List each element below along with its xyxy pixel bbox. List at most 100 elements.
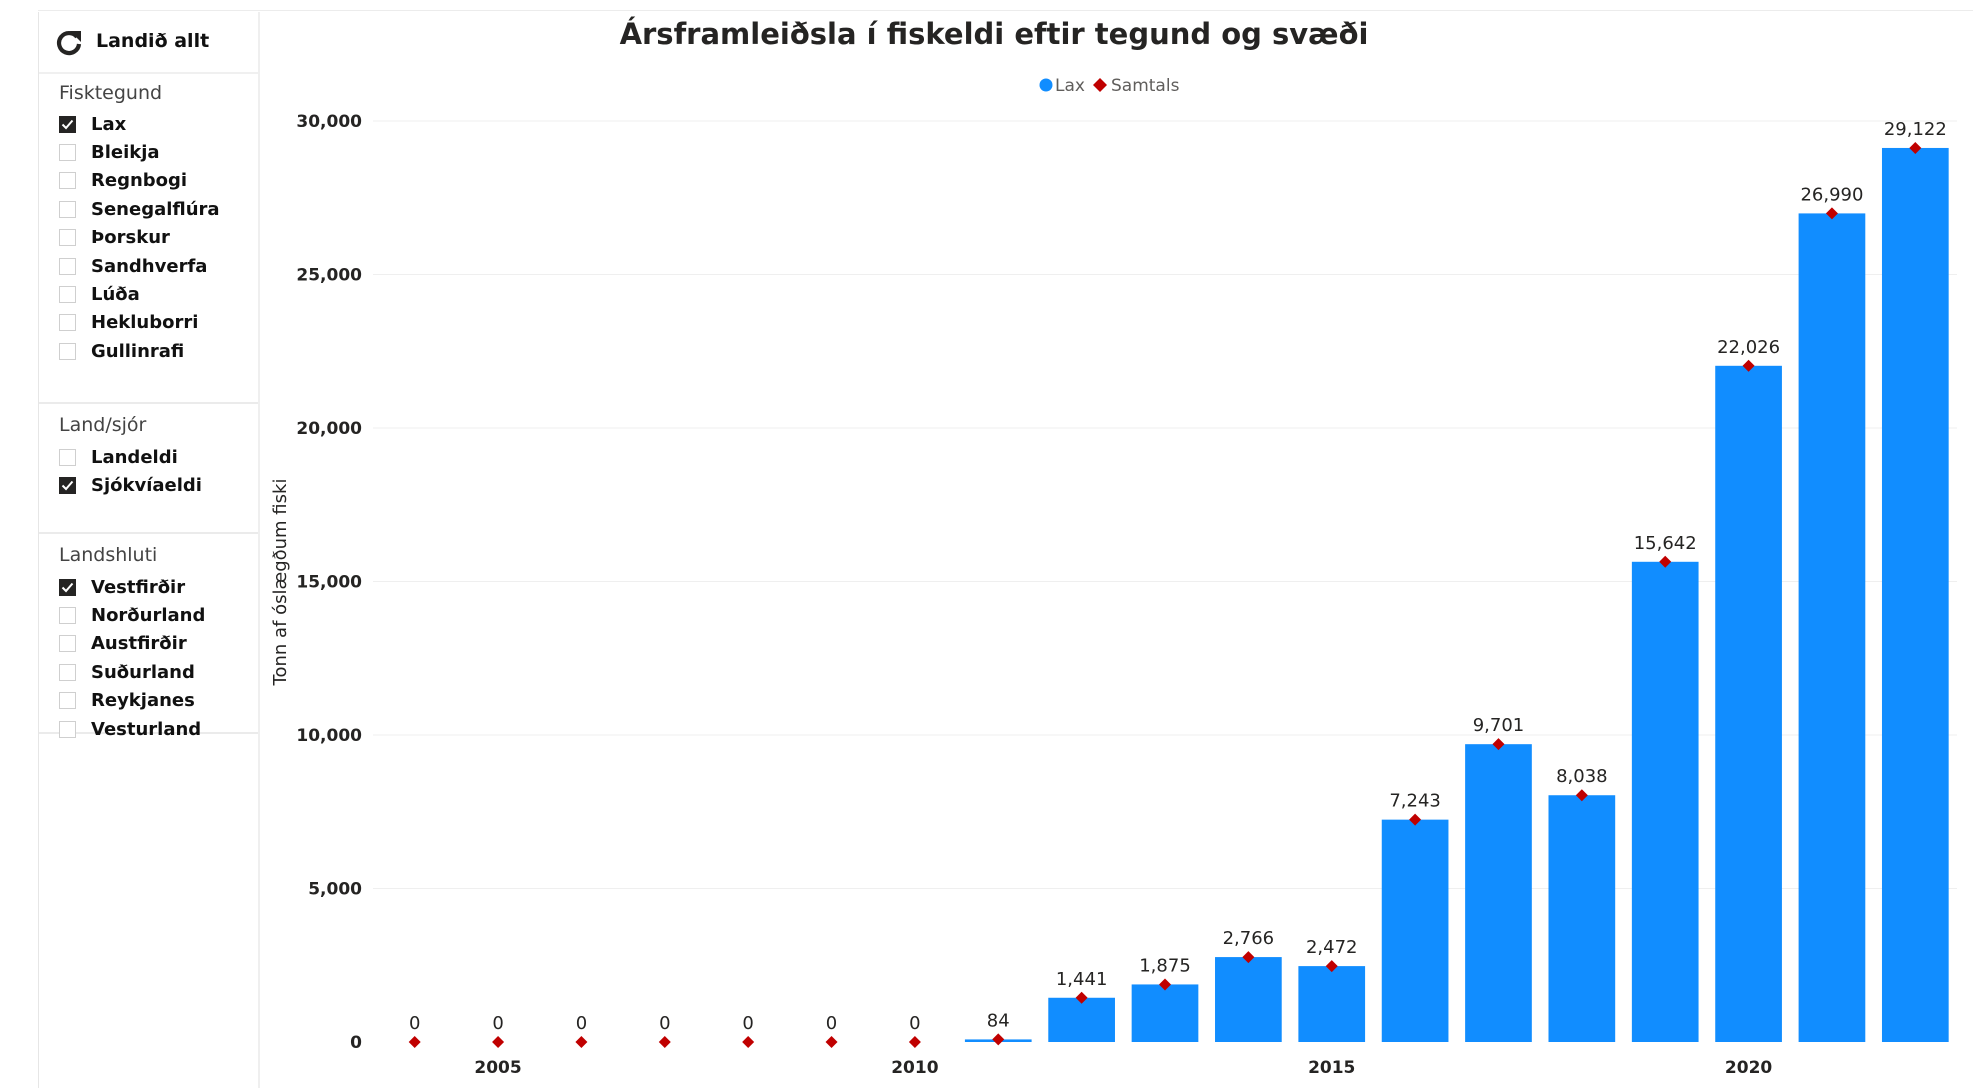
production-chart: Ársframleiðsla í fiskeldi eftir tegund o…: [270, 17, 1957, 1078]
legend-label: Samtals: [1111, 76, 1180, 96]
marker-samtals: [1909, 141, 1922, 154]
slicer-item[interactable]: Hekluborri: [59, 310, 198, 336]
slicer-item[interactable]: Sandhverfa: [59, 253, 207, 279]
slicer-item[interactable]: Vestfirðir: [59, 574, 185, 600]
marker-samtals: [1325, 960, 1338, 973]
x-tick-label: 2015: [1308, 1058, 1355, 1078]
marker-samtals: [1075, 991, 1088, 1004]
data-label: 1,441: [1056, 969, 1108, 990]
marker-samtals: [1159, 978, 1171, 991]
slicer-item[interactable]: Senegalflúra: [59, 196, 220, 222]
checkbox[interactable]: [59, 200, 76, 218]
marker-samtals: [1409, 813, 1422, 826]
slicer-item-label: Senegalflúra: [91, 198, 220, 220]
left-divider: [38, 12, 39, 1088]
slicer-title: Land/sjór: [59, 414, 147, 436]
bar-lax: [1298, 966, 1366, 1042]
data-label: 0: [492, 1013, 503, 1034]
x-tick-label: 2010: [891, 1058, 938, 1078]
checkbox[interactable]: [59, 257, 76, 275]
slicer-item[interactable]: Gullinrafi: [59, 338, 184, 364]
refresh-icon: [56, 30, 82, 56]
slicer-item-label: Suðurland: [91, 661, 195, 683]
marker-samtals: [1242, 951, 1255, 964]
slicer-item[interactable]: Vesturland: [59, 716, 201, 742]
checkbox[interactable]: [59, 720, 76, 738]
checkbox[interactable]: [59, 285, 76, 303]
check-icon: [61, 119, 74, 129]
slicer-item-label: Sandhverfa: [91, 255, 208, 277]
marker-samtals: [1492, 738, 1505, 751]
slicer-item[interactable]: Bleikja: [59, 139, 160, 165]
bar-lax: [1381, 819, 1449, 1042]
checkbox[interactable]: [59, 606, 76, 624]
data-label: 0: [576, 1013, 587, 1034]
marker-samtals: [1825, 207, 1838, 220]
slicer-item-label: Lax: [91, 113, 127, 135]
slicer-item-label: Sjókvíaeldi: [91, 474, 202, 496]
slicer-item[interactable]: Sjókvíaeldi: [59, 472, 202, 498]
data-label: 0: [409, 1013, 420, 1034]
slicer-item[interactable]: Regnbogi: [59, 168, 187, 194]
marker-samtals: [1659, 555, 1672, 568]
checkbox[interactable]: [59, 635, 76, 653]
x-tick-label: 2005: [474, 1058, 521, 1078]
bar-lax: [1881, 147, 1949, 1043]
checkbox[interactable]: [59, 663, 76, 681]
data-label: 9,701: [1473, 715, 1525, 736]
bar-lax: [1548, 795, 1616, 1042]
checkbox[interactable]: [59, 172, 76, 190]
checkbox[interactable]: [59, 143, 76, 161]
slicer-item-label: Reykjanes: [91, 690, 195, 712]
checkbox[interactable]: [59, 342, 76, 360]
slicer-item[interactable]: Lúða: [59, 281, 140, 307]
bar-lax: [1048, 997, 1115, 1042]
marker-samtals: [575, 1036, 588, 1048]
y-tick-label: 5,000: [308, 880, 362, 900]
slicer-item[interactable]: Þorskur: [59, 225, 170, 251]
reset-filters-label: Landið allt: [96, 30, 210, 52]
slicer-item-label: Vesturland: [91, 718, 202, 740]
slicer-item[interactable]: Austfirðir: [59, 631, 187, 657]
slicer-item[interactable]: Landeldi: [59, 444, 178, 470]
data-label: 22,026: [1717, 337, 1780, 358]
x-tick-label: 2020: [1725, 1058, 1772, 1078]
checkbox[interactable]: [59, 229, 76, 247]
slicer-item-label: Vestfirðir: [91, 576, 186, 598]
region-slicer: Landshluti Vestfirðir Norðurland Austfirðir…: [39, 534, 258, 740]
bar-lax: [1631, 561, 1699, 1042]
slicer-item[interactable]: Reykjanes: [59, 688, 195, 714]
check-icon: [61, 582, 74, 592]
y-tick-label: 30,000: [296, 112, 362, 132]
checkbox[interactable]: [59, 476, 76, 494]
data-label: 2,766: [1223, 928, 1275, 949]
y-tick-label: 20,000: [296, 419, 362, 439]
checkbox[interactable]: [59, 448, 76, 466]
legend-marker-samtals: [1093, 78, 1107, 92]
bar-lax: [1131, 984, 1199, 1042]
slicer-item[interactable]: Norðurland: [59, 602, 205, 628]
bar-lax: [1215, 957, 1282, 1042]
checkbox[interactable]: [59, 314, 76, 332]
data-label: 26,990: [1800, 184, 1863, 205]
data-label: 0: [659, 1013, 670, 1034]
data-label: 0: [826, 1013, 837, 1034]
slicer-item[interactable]: Lax: [59, 111, 126, 137]
checkbox[interactable]: [59, 692, 76, 710]
sidebar-divider: [258, 12, 260, 1088]
data-label: 7,243: [1389, 791, 1441, 812]
data-label: 84: [987, 1010, 1010, 1031]
slicer-item-label: Lúða: [91, 283, 140, 305]
checkbox[interactable]: [59, 115, 76, 133]
y-tick-label: 0: [350, 1033, 362, 1053]
data-label: 8,038: [1556, 766, 1608, 787]
marker-samtals: [1575, 789, 1588, 802]
marker-samtals: [408, 1036, 421, 1048]
data-label: 0: [742, 1013, 753, 1034]
reset-filters-button[interactable]: Landið allt: [39, 12, 258, 74]
legend-marker-lax: [1039, 78, 1053, 92]
checkbox[interactable]: [59, 578, 76, 596]
bar-lax: [1465, 744, 1532, 1042]
slicer-item-label: Austfirðir: [91, 633, 187, 655]
slicer-item[interactable]: Suðurland: [59, 659, 195, 685]
